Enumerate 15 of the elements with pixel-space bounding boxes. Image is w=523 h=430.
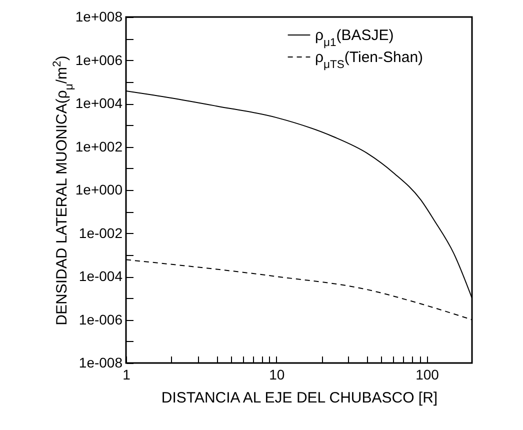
- legend-label: ρ$_{μTS}$(Tien-Shan): [315, 49, 424, 71]
- y-tick-label: 1e+006: [75, 52, 123, 68]
- x-tick-label: 1: [122, 366, 131, 382]
- legend-label: ρ$_{μ1}$(BASJE): [315, 27, 394, 49]
- y-tick-label: 1e-002: [78, 224, 123, 241]
- x-tick-label: 10: [269, 366, 285, 382]
- y-tick-label: 1e-006: [78, 311, 123, 328]
- y-tick-label: 1e-008: [78, 354, 123, 370]
- y-tick-label: 1e+000: [75, 182, 123, 198]
- y-tick-label: 1e+004: [75, 95, 123, 111]
- y-tick-label: 1e-004: [78, 268, 123, 284]
- y-tick-label: 1e+002: [75, 138, 123, 154]
- x-tick-label: 100: [416, 366, 440, 382]
- x-axis-title: DISTANCIA AL EJE DEL CHUBASCO [R]: [161, 390, 438, 406]
- y-tick-label: 1e+008: [75, 8, 123, 24]
